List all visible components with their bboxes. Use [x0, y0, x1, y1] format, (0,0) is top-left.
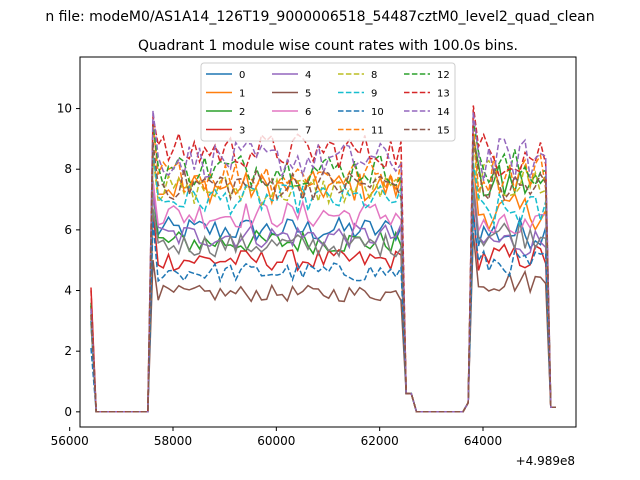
- y-axis: 0 2 4 6 8 10: [57, 102, 80, 419]
- x-tick-label: 58000: [154, 434, 192, 448]
- y-tick-label: 6: [64, 223, 72, 237]
- legend-label-6: 6: [305, 107, 311, 118]
- legend-label-3: 3: [239, 126, 245, 137]
- series-line-13: [90, 105, 556, 413]
- x-tick-label: 62000: [361, 434, 399, 448]
- series-line-6: [90, 180, 556, 413]
- legend-label-5: 5: [305, 89, 311, 100]
- series-line-10: [90, 214, 556, 413]
- legend-label-7: 7: [305, 126, 311, 137]
- series-line-15: [90, 138, 556, 413]
- series-line-11: [90, 123, 556, 413]
- x-axis: 56000 58000 60000 62000 64000: [51, 427, 502, 448]
- x-tick-label: 56000: [51, 434, 89, 448]
- series-line-9: [90, 150, 556, 413]
- legend-label-2: 2: [239, 107, 245, 118]
- legend-label-0: 0: [239, 70, 245, 81]
- legend-label-1: 1: [239, 89, 245, 100]
- legend-label-14: 14: [437, 107, 450, 118]
- y-tick-label: 4: [64, 284, 72, 298]
- series-line-1: [90, 153, 556, 413]
- legend-label-12: 12: [437, 70, 450, 81]
- legend-label-8: 8: [371, 70, 377, 81]
- series-line-0: [90, 180, 556, 413]
- y-tick-label: 2: [64, 344, 72, 358]
- figure-suptitle: n file: modeM0/AS1A14_126T19_9000006518_…: [45, 9, 594, 25]
- plot-frame: [79, 56, 577, 428]
- legend-box: [200, 62, 456, 142]
- y-tick-label: 10: [57, 102, 72, 116]
- legend-label-15: 15: [437, 126, 450, 137]
- x-tick-label: 64000: [464, 434, 502, 448]
- legend-label-10: 10: [371, 107, 384, 118]
- series-line-12: [90, 120, 556, 413]
- chart-title: Quadrant 1 module wise count rates with …: [138, 38, 518, 54]
- legend-label-9: 9: [371, 89, 377, 100]
- series-line-7: [90, 184, 556, 413]
- x-tick-label: 60000: [257, 434, 295, 448]
- y-tick-label: 8: [64, 162, 72, 176]
- legend-label-11: 11: [371, 126, 384, 137]
- y-tick-label: 0: [64, 405, 72, 419]
- legend-label-13: 13: [437, 89, 450, 100]
- legend-label-4: 4: [305, 70, 311, 81]
- series-layer: [90, 105, 556, 413]
- series-line-3: [90, 208, 556, 413]
- x-offset-label: +4.989e8: [516, 454, 575, 468]
- series-line-5: [90, 232, 556, 413]
